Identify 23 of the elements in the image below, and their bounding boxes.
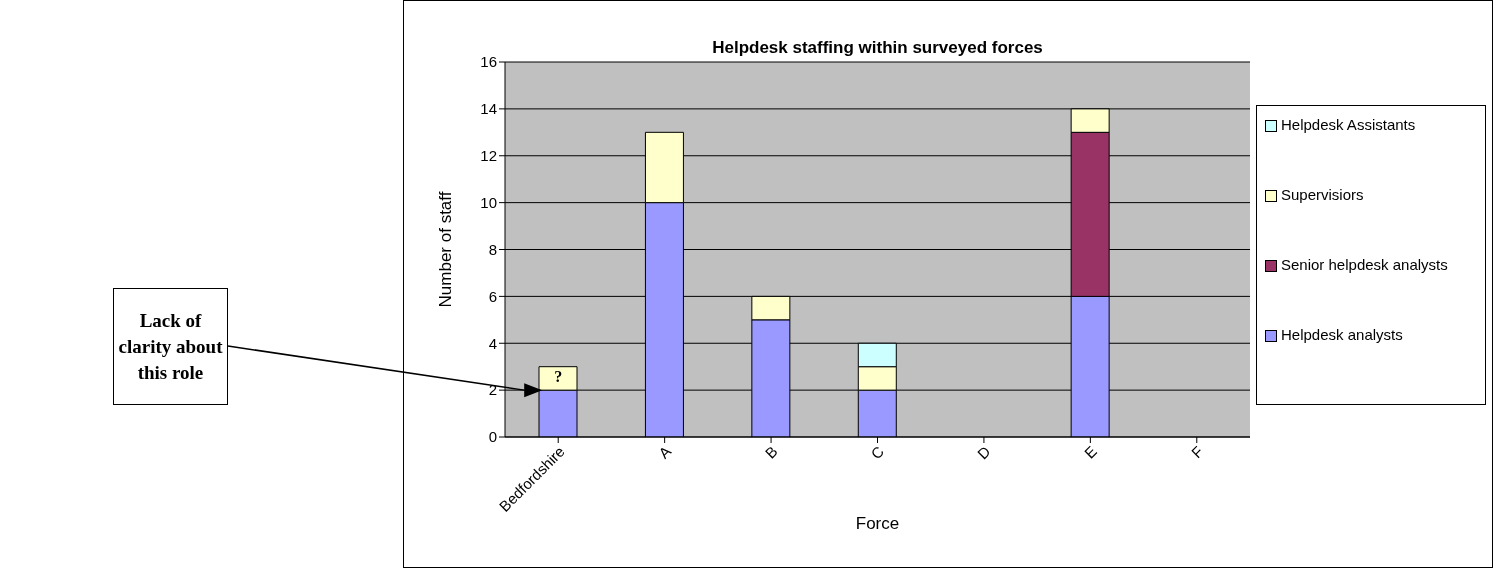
legend-label: Senior helpdesk analysts (1281, 256, 1448, 273)
legend-label: Helpdesk Assistants (1281, 116, 1416, 133)
y-tick-label: 6 (488, 287, 497, 305)
x-tick-label: E (1080, 442, 1101, 462)
x-tick-label: B (761, 442, 781, 462)
text: Lack of clarity about this role (113, 288, 228, 405)
chart-title: Helpdesk staffing within surveyed forces (711, 38, 1044, 58)
x-tick-label: D (973, 442, 994, 463)
x-axis-title: Force (855, 514, 900, 533)
x-tick-label: A (655, 442, 675, 462)
y-tick-label: 14 (480, 100, 497, 118)
y-tick-label: 16 (480, 53, 497, 71)
legend-label: Supervisiors (1281, 186, 1364, 203)
y-axis-title: Number of staff (436, 191, 456, 308)
annotation: ? (553, 368, 564, 387)
y-tick-label: 4 (488, 334, 497, 352)
y-tick-label: 12 (480, 147, 497, 165)
y-tick-label: 8 (488, 240, 497, 258)
y-tick-label: 10 (480, 193, 497, 211)
x-tick-label: F (1187, 442, 1207, 462)
x-tick-label: C (867, 442, 888, 463)
y-tick-label: 0 (488, 428, 497, 446)
legend-label: Helpdesk analysts (1281, 326, 1403, 343)
